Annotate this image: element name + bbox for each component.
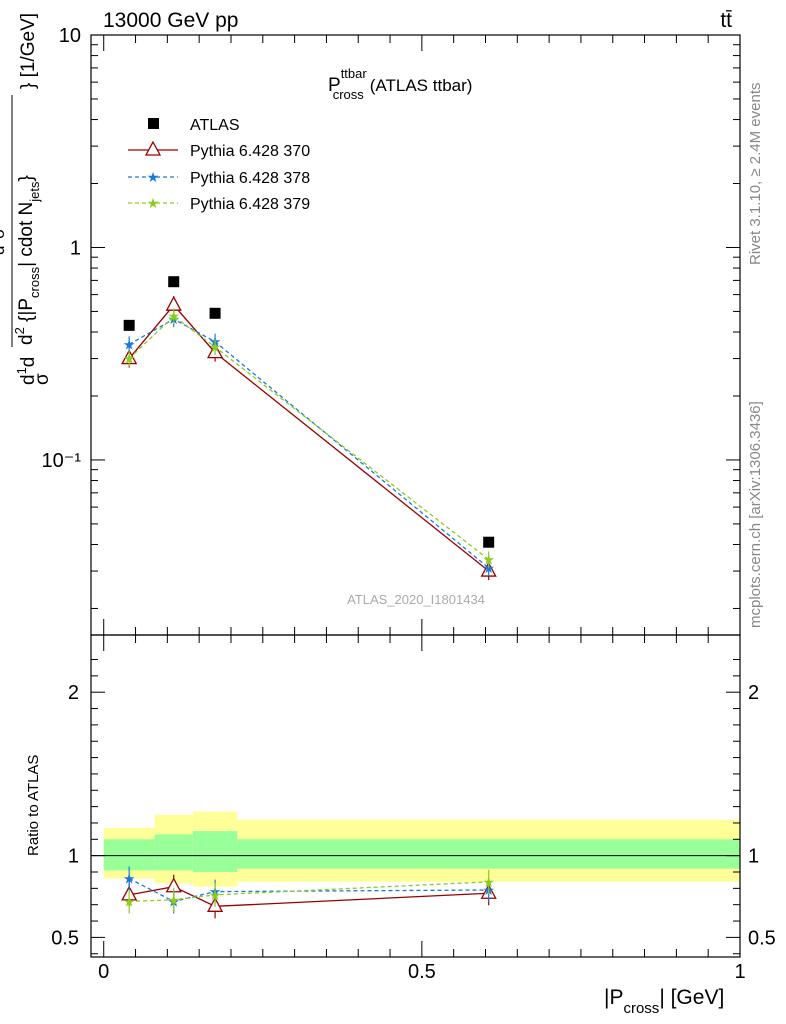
rivet-version-label: Rivet 3.1.10, ≥ 2.4M events [747, 83, 764, 266]
main-data-point [483, 536, 495, 548]
main-series-line [128, 304, 490, 572]
x-axis-label: |Pcross| [GeV] [604, 986, 724, 1017]
legend-marker-atlas [148, 118, 159, 129]
ratio-series-line [128, 877, 489, 903]
ratio-band-inner [103, 839, 155, 871]
ratio-y-tick-label: 2 [68, 682, 79, 704]
ratio-mc-point: ★ [167, 892, 180, 908]
main-y-tick-label: 10⁻¹ [42, 450, 82, 472]
legend-label-atlas: ATLAS [190, 117, 240, 134]
x-tick-label: 1 [734, 961, 745, 983]
main-data-point [123, 319, 135, 331]
main-mc-point: ★ [123, 351, 136, 367]
ratio-series-line [129, 881, 489, 903]
ratio-y-tick-label: 0.5 [51, 927, 79, 949]
svg-text:d2 {|Pcross| cdot Njets}: d2 {|Pcross| cdot Njets} [12, 175, 42, 345]
ratio-y-tick-label: 1 [68, 846, 79, 868]
legend-marker-379: ★ [147, 195, 160, 211]
ratio-mc-point: ★ [209, 887, 222, 903]
ratio-mc-point: ★ [482, 874, 495, 890]
legend-marker-378: ★ [147, 169, 160, 185]
title-main: P [328, 75, 341, 96]
title-sub: cross [333, 87, 365, 102]
legend: ATLAS Pythia 6.428 370 ★ Pythia 6.428 37… [128, 117, 310, 213]
legend-marker-370 [144, 140, 162, 156]
legend-label-379: Pythia 6.428 379 [190, 196, 310, 213]
svg-text:σ: σ [32, 373, 53, 385]
panel-title: Pttbar cross (ATLAS ttbar) [328, 66, 472, 102]
ratio-series-line [129, 886, 489, 907]
mcplots-label: mcplots.cern.ch [arXiv:1306.3436] [747, 401, 764, 628]
main-data-point [209, 307, 221, 319]
process-label: tt̄ [720, 9, 732, 32]
main-y-axis-label: d1d σ d2 {|Pcross| cdot Njets} d2σfid } … [0, 13, 53, 385]
main-y-tick-label: 10 [59, 25, 81, 47]
ratio-mc-point: ★ [123, 893, 136, 909]
main-plot-frame [90, 34, 741, 636]
main-y-tick-label: 1 [70, 237, 81, 259]
ratio-band-inner [237, 839, 740, 869]
main-mc-point: ★ [123, 336, 136, 352]
ratio-band-inner [154, 834, 193, 871]
main-mc-point: ★ [167, 308, 180, 324]
main-mc-point: ★ [209, 339, 222, 355]
ratio-mc-point: ★ [123, 871, 136, 887]
energy-label: 13000 GeV pp [103, 9, 238, 32]
ratio-y-tick-label-right: 0.5 [748, 927, 776, 949]
title-suffix: (ATLAS ttbar) [370, 76, 473, 95]
title-sup: ttbar [341, 66, 368, 81]
ratio-y-tick-label-right: 2 [748, 682, 759, 704]
legend-label-370: Pythia 6.428 370 [190, 143, 310, 160]
main-data-point [168, 276, 180, 288]
main-series-line [128, 315, 490, 561]
ratio-plot-frame [90, 634, 741, 958]
main-series-line [128, 318, 490, 569]
legend-label-378: Pythia 6.428 378 [190, 170, 310, 187]
x-tick-label: 0 [98, 961, 109, 983]
x-tick-label: 0.5 [408, 961, 436, 983]
ratio-band-inner [192, 831, 238, 873]
svg-text:d2σfid: d2σfid [0, 216, 8, 255]
ratio-y-axis-label: Ratio to ATLAS [25, 755, 42, 856]
main-mc-point: ★ [482, 560, 495, 576]
main-mc-point: ★ [482, 551, 495, 567]
svg-text:} [1/GeV]: } [1/GeV] [18, 13, 39, 89]
ratio-y-tick-label-right: 1 [748, 846, 759, 868]
analysis-id-label: ATLAS_2020_I1801434 [347, 592, 485, 607]
